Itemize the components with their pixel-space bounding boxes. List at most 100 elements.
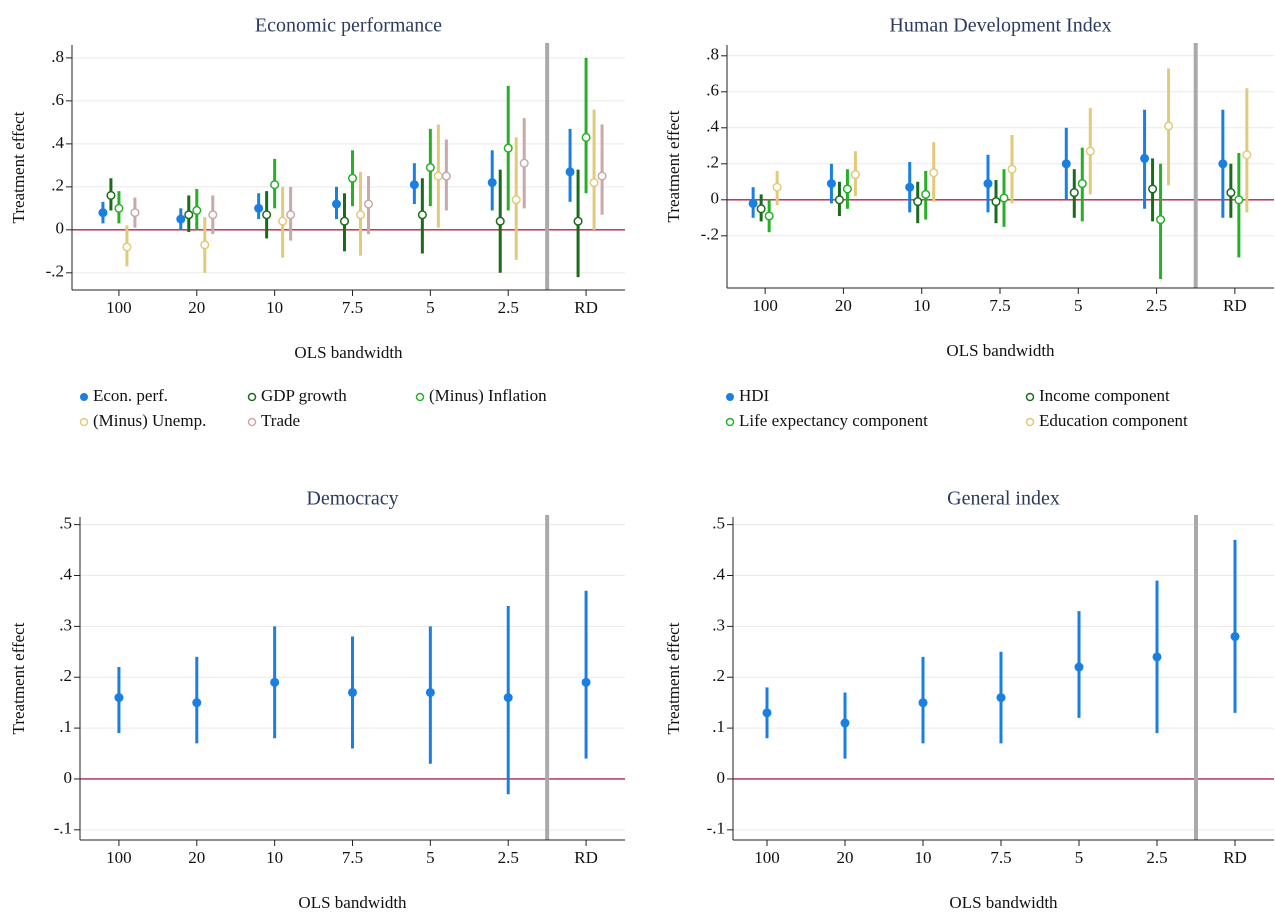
point bbox=[999, 193, 1009, 203]
y-tick-label: 0 bbox=[711, 189, 720, 208]
point bbox=[991, 197, 1001, 207]
y-tick-label: .2 bbox=[712, 666, 725, 685]
legend-marker bbox=[415, 392, 425, 402]
point bbox=[589, 177, 599, 188]
point bbox=[597, 171, 607, 181]
legend-label: Income component bbox=[1039, 386, 1170, 405]
point bbox=[200, 240, 210, 250]
y-axis-title: Treatment effect bbox=[664, 110, 683, 222]
x-axis-title: OLS bandwidth bbox=[946, 341, 1055, 360]
x-tick-label: 20 bbox=[188, 848, 205, 867]
chart-title: Democracy bbox=[306, 488, 398, 510]
point bbox=[1152, 652, 1162, 662]
point bbox=[339, 216, 350, 226]
point bbox=[1148, 184, 1158, 194]
point bbox=[1164, 121, 1174, 131]
y-axis-title: Treatment effect bbox=[9, 111, 28, 223]
legend-marker bbox=[1025, 392, 1035, 402]
point bbox=[503, 693, 513, 703]
point bbox=[278, 216, 288, 226]
point bbox=[762, 708, 772, 718]
y-tick-label: -.2 bbox=[701, 225, 719, 244]
chart-title: Human Development Index bbox=[889, 15, 1111, 37]
point bbox=[1218, 159, 1228, 169]
legend-marker bbox=[79, 417, 89, 427]
x-tick-label: 5 bbox=[426, 298, 435, 317]
legend-marker bbox=[247, 417, 257, 427]
point bbox=[996, 693, 1006, 703]
y-tick-label: .6 bbox=[51, 90, 64, 109]
point bbox=[1226, 188, 1236, 198]
x-tick-label: RD bbox=[1223, 848, 1247, 867]
x-tick-label: 2.5 bbox=[1146, 848, 1167, 867]
y-tick-label: .5 bbox=[712, 514, 725, 533]
point bbox=[122, 242, 132, 252]
chart-title: Economic performance bbox=[255, 15, 442, 37]
y-tick-label: .5 bbox=[59, 514, 72, 533]
x-tick-label: 2.5 bbox=[1146, 296, 1167, 315]
x-tick-label: 10 bbox=[915, 848, 932, 867]
point bbox=[850, 170, 860, 180]
legend-label: (Minus) Unemp. bbox=[93, 411, 206, 430]
legend-marker bbox=[247, 392, 257, 402]
point bbox=[1242, 150, 1252, 160]
point bbox=[130, 208, 140, 218]
point bbox=[565, 167, 575, 177]
x-tick-label: 7.5 bbox=[989, 296, 1010, 315]
x-tick-label: 2.5 bbox=[498, 848, 519, 867]
point bbox=[98, 208, 108, 218]
y-tick-label: 0 bbox=[56, 219, 65, 238]
point bbox=[1085, 146, 1095, 156]
y-tick-label: .2 bbox=[51, 176, 64, 195]
x-tick-label: RD bbox=[574, 848, 598, 867]
point bbox=[348, 687, 357, 697]
point bbox=[756, 204, 766, 214]
y-tick-label: 0 bbox=[717, 768, 726, 787]
legend-marker bbox=[726, 393, 734, 401]
point bbox=[834, 195, 844, 205]
x-tick-label: 20 bbox=[837, 848, 854, 867]
y-tick-label: .1 bbox=[59, 717, 72, 736]
legend-marker bbox=[1025, 417, 1035, 427]
x-tick-label: 5 bbox=[1074, 296, 1083, 315]
y-axis-title: Treatment effect bbox=[9, 622, 28, 734]
y-tick-label: .8 bbox=[706, 45, 719, 64]
point bbox=[1230, 632, 1240, 642]
x-tick-label: 100 bbox=[754, 848, 780, 867]
x-tick-label: 20 bbox=[835, 296, 852, 315]
point bbox=[192, 205, 202, 216]
point bbox=[441, 171, 451, 181]
point bbox=[842, 184, 852, 194]
y-tick-label: .4 bbox=[706, 117, 719, 136]
y-tick-label: .4 bbox=[59, 564, 72, 583]
point bbox=[1077, 179, 1087, 189]
x-tick-label: 5 bbox=[426, 848, 435, 867]
point bbox=[918, 698, 928, 708]
x-tick-label: 7.5 bbox=[990, 848, 1011, 867]
point bbox=[1069, 188, 1079, 198]
legend-label: Econ. perf. bbox=[93, 386, 168, 405]
point bbox=[332, 199, 341, 209]
legend-marker bbox=[80, 393, 88, 401]
point bbox=[1234, 195, 1244, 205]
point bbox=[425, 687, 435, 697]
y-tick-label: .3 bbox=[59, 615, 72, 634]
x-tick-label: 10 bbox=[266, 848, 283, 867]
x-tick-label: 5 bbox=[1075, 848, 1084, 867]
legend-marker bbox=[725, 417, 735, 427]
point bbox=[176, 214, 186, 224]
legend-label: Education component bbox=[1039, 411, 1188, 430]
y-tick-label: -.1 bbox=[54, 819, 72, 838]
point bbox=[519, 158, 529, 168]
y-tick-label: .2 bbox=[706, 153, 719, 172]
point bbox=[106, 190, 116, 200]
point bbox=[748, 198, 758, 208]
point bbox=[184, 210, 194, 220]
x-tick-label: 100 bbox=[106, 848, 132, 867]
point bbox=[355, 210, 366, 220]
point bbox=[495, 216, 505, 226]
point bbox=[1156, 215, 1166, 225]
point bbox=[905, 182, 915, 192]
y-tick-label: .8 bbox=[51, 47, 64, 66]
